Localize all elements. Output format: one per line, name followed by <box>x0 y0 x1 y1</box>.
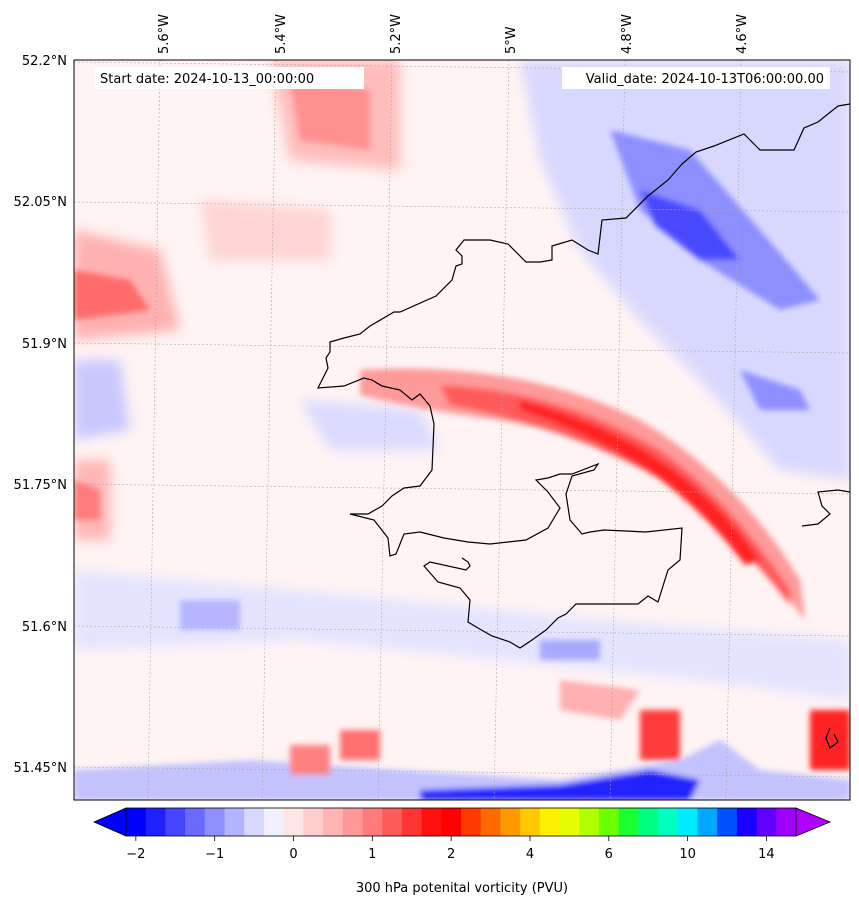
lon-label-5w: 5°W <box>504 26 519 54</box>
lon-label-5-2w: 5.2°W <box>389 14 404 54</box>
colorbar-cell <box>776 808 797 836</box>
pv-field <box>74 60 850 800</box>
lat-label-52-05n: 52.05°N <box>14 195 67 210</box>
colorbar-cell <box>165 808 186 836</box>
valid-date-box <box>562 67 830 89</box>
colorbar-cell <box>480 808 502 836</box>
colorbar-over-arrow <box>796 808 830 836</box>
colorbar-tick-label: −1 <box>205 847 224 862</box>
colorbar-cells <box>126 808 797 836</box>
colorbar-tick-label: 0 <box>289 847 297 862</box>
lon-label-4-8w: 4.8°W <box>620 14 635 54</box>
colorbar-tick-label: 2 <box>447 847 455 862</box>
colorbar-cell <box>126 808 147 836</box>
colorbar-cell <box>145 808 167 836</box>
colorbar-cell <box>539 808 561 836</box>
colorbar-tick-label: 10 <box>679 847 696 862</box>
colorbar-cell <box>677 808 699 836</box>
colorbar-cell <box>717 808 738 836</box>
lat-label-51-9n: 51.9°N <box>22 337 67 352</box>
colorbar-cell <box>263 808 285 836</box>
colorbar-cell <box>697 808 718 836</box>
colorbar-cell <box>224 808 245 836</box>
map-frame <box>73 59 851 801</box>
colorbar-cell <box>323 808 344 836</box>
colorbar-tick-label: 6 <box>605 847 613 862</box>
colorbar-cell <box>461 808 482 836</box>
colorbar-tick-label: 14 <box>758 847 775 862</box>
colorbar-cell <box>500 808 521 836</box>
colorbar-cell <box>362 808 383 836</box>
lat-label-51-45n: 51.45°N <box>14 761 67 776</box>
longitude-labels: 5.6°W 5.4°W 5.2°W 5°W 4.8°W 4.6°W <box>157 14 750 54</box>
colorbar-cell <box>185 808 206 836</box>
colorbar-cell <box>579 808 600 836</box>
start-date-label: Start date: 2024-10-13_00:00:00 <box>100 72 314 87</box>
colorbar-cell <box>658 808 679 836</box>
lon-label-5-4w: 5.4°W <box>274 14 289 54</box>
lat-label-51-75n: 51.75°N <box>14 478 67 493</box>
colorbar-tick-label: 1 <box>368 847 376 862</box>
colorbar-cell <box>559 808 580 836</box>
lon-label-5-6w: 5.6°W <box>157 14 172 54</box>
colorbar-cell <box>342 808 364 836</box>
colorbar-cell <box>618 808 639 836</box>
colorbar-cell <box>283 808 304 836</box>
colorbar-cell <box>520 808 541 836</box>
colorbar-cell <box>736 808 758 836</box>
colorbar: −2 −1 0 1 2 4 6 10 14 300 hPa potenital vorticit… <box>93 807 832 896</box>
colorbar-cell <box>244 808 265 836</box>
colorbar-cell <box>421 808 442 836</box>
graticule <box>74 60 850 800</box>
colorbar-tick-label: −2 <box>126 847 145 862</box>
latitude-labels: 52.2°N 52.05°N 51.9°N 51.75°N 51.6°N 51.… <box>14 54 67 776</box>
colorbar-under-arrow <box>94 808 126 836</box>
coastline <box>316 103 850 749</box>
colorbar-cell <box>638 808 659 836</box>
colorbar-cell <box>441 808 462 836</box>
start-date-box <box>94 67 364 89</box>
valid-date-label: Valid_date: 2024-10-13T06:00:00.00 <box>586 72 824 87</box>
colorbar-title: 300 hPa potenital vorticity (PVU) <box>356 881 568 896</box>
lat-label-51-6n: 51.6°N <box>22 620 67 635</box>
colorbar-tick-label: 4 <box>526 847 534 862</box>
lon-label-4-6w: 4.6°W <box>735 14 750 54</box>
colorbar-cell <box>401 808 423 836</box>
colorbar-cell <box>756 808 777 836</box>
colorbar-cell <box>303 808 324 836</box>
colorbar-ticks: −2 −1 0 1 2 4 6 10 14 <box>126 836 775 862</box>
lat-label-52-2n: 52.2°N <box>22 54 67 69</box>
colorbar-cell <box>382 808 403 836</box>
colorbar-cell <box>598 808 620 836</box>
colorbar-cell <box>204 808 226 836</box>
